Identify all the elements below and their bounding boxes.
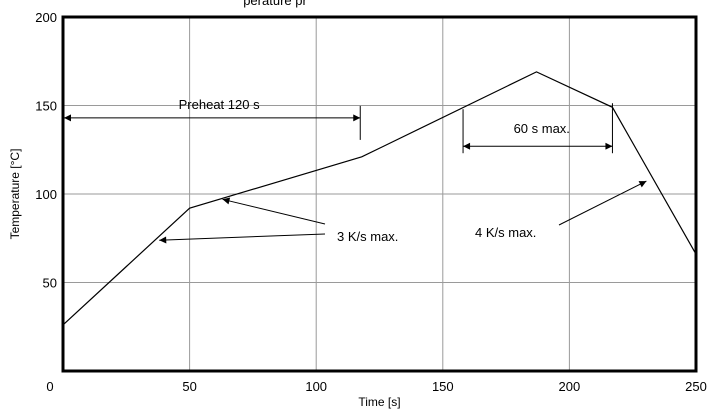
x-tick-labels: 0 50 100 150 200 250: [46, 379, 706, 394]
x-tick-label-150: 150: [432, 379, 454, 394]
series-points: [62, 71, 697, 326]
y-tick-label-150: 150: [35, 99, 57, 114]
y-tick-label-100: 100: [35, 187, 57, 202]
temperature-profile-line: [62, 71, 697, 326]
ramp-up-label: 3 K/s max.: [337, 229, 398, 244]
x-tick-label-0: 0: [46, 379, 53, 394]
x-tick-label-50: 50: [182, 379, 196, 394]
x-tick-label-100: 100: [305, 379, 327, 394]
x-tick-label-200: 200: [559, 379, 581, 394]
hold-time-label: 60 s max.: [514, 121, 570, 136]
x-tick-label-250: 250: [685, 379, 707, 394]
y-tick-label-200: 200: [35, 10, 57, 25]
ramp-up-arrow-upper: [222, 197, 326, 225]
grid-lines: [63, 17, 696, 371]
y-axis-title: Temperature [°C]: [8, 149, 22, 240]
plot-frame: [61, 15, 698, 373]
chart-title: perature pr: [243, 0, 307, 8]
preheat-label: Preheat 120 s: [179, 97, 260, 112]
ramp-up-arrow-lower: [159, 233, 326, 244]
x-axis-title: Time [s]: [358, 395, 400, 409]
annotations: Preheat 120 s 60 s max. 3 K/s max. 4 K/s…: [64, 97, 647, 244]
ramp-down-label: 4 K/s max.: [475, 225, 536, 240]
ramp-down-arrow: [558, 180, 647, 226]
y-tick-labels: 50 100 150 200: [35, 10, 57, 291]
y-tick-label-50: 50: [43, 276, 57, 291]
